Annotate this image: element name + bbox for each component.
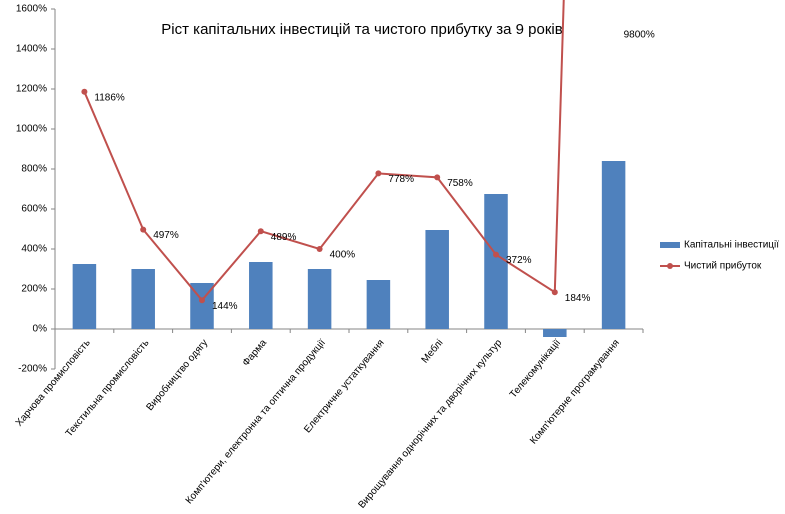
bar (425, 230, 449, 329)
line (83, 0, 565, 302)
marker (140, 226, 147, 233)
marker (257, 228, 264, 235)
x-tick-label: Фарма (241, 337, 270, 368)
y-tick-label: 800% (21, 164, 47, 175)
x-tick-label: Меблі (419, 337, 446, 366)
y-tick-label: 1200% (16, 84, 47, 95)
marker (551, 289, 558, 296)
data-label: 778% (388, 174, 414, 185)
marker (375, 170, 382, 177)
y-tick-label: 400% (21, 244, 47, 255)
bar (366, 280, 391, 329)
marker (316, 246, 323, 252)
x-tick-label: Телекомунікації (508, 337, 563, 400)
bar (72, 264, 97, 329)
data-label: 1186% (94, 92, 125, 103)
y-tick-label: 0% (33, 324, 48, 335)
y-tick-label: 200% (21, 284, 47, 295)
data-label: 144% (212, 301, 238, 312)
data-label: 372% (506, 255, 532, 266)
chart-title: Ріст капітальних інвестицій та чистого п… (161, 21, 562, 38)
y-tick-label: 1000% (16, 124, 47, 135)
y-tick-label: 1400% (16, 44, 47, 55)
bar (307, 269, 332, 329)
marker (493, 251, 499, 258)
y-tick-label: 600% (21, 204, 47, 215)
x-tick-label: Вирощування однорічних та дворічних куль… (357, 337, 505, 509)
data-label: 400% (330, 250, 356, 261)
data-label: 489% (271, 232, 297, 243)
data-label: 497% (153, 230, 179, 241)
legend-marker (667, 263, 673, 269)
data-label: 184% (565, 293, 591, 304)
y-tick-label: -200% (18, 364, 47, 375)
marker (81, 88, 88, 95)
bar (601, 161, 626, 329)
data-label: 758% (447, 178, 473, 189)
data-label: 9800% (624, 30, 655, 41)
marker (199, 297, 205, 304)
legend-label: Чистий прибуток (684, 260, 762, 272)
marker (434, 174, 441, 181)
x-tick-label: Виробництво одягу (144, 337, 211, 413)
bar (131, 269, 155, 329)
legend-swatch (660, 242, 680, 248)
bar (484, 194, 508, 329)
bar (249, 262, 273, 329)
plot (72, 0, 626, 337)
legend-label: Капітальні інвестиції (684, 240, 779, 251)
y-tick-label: 1600% (16, 4, 47, 15)
bar (543, 329, 567, 337)
